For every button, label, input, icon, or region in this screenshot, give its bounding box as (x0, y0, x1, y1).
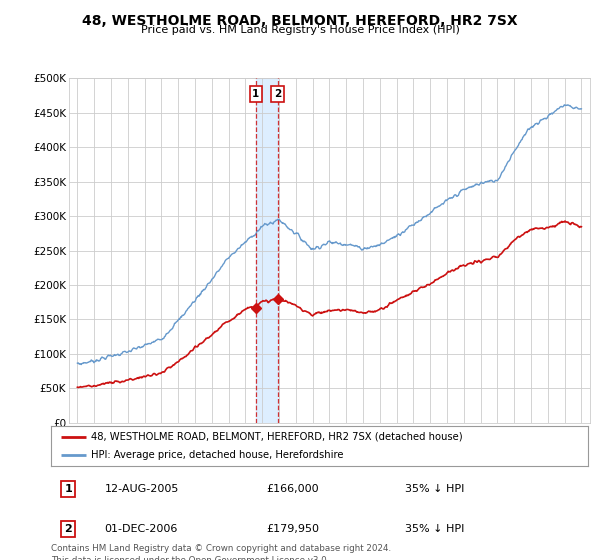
Text: 35% ↓ HPI: 35% ↓ HPI (406, 524, 465, 534)
Text: 1: 1 (252, 89, 259, 99)
Text: 12-AUG-2005: 12-AUG-2005 (105, 484, 179, 494)
Text: 48, WESTHOLME ROAD, BELMONT, HEREFORD, HR2 7SX: 48, WESTHOLME ROAD, BELMONT, HEREFORD, H… (82, 14, 518, 28)
Text: 2: 2 (274, 89, 281, 99)
Bar (256, 78, 278, 423)
Text: 2: 2 (64, 524, 72, 534)
Text: HPI: Average price, detached house, Herefordshire: HPI: Average price, detached house, Here… (91, 450, 344, 460)
Text: Contains HM Land Registry data © Crown copyright and database right 2024.
This d: Contains HM Land Registry data © Crown c… (51, 544, 391, 560)
Text: 35% ↓ HPI: 35% ↓ HPI (406, 484, 465, 494)
Text: £179,950: £179,950 (266, 524, 319, 534)
Text: 1: 1 (64, 484, 72, 494)
Text: Price paid vs. HM Land Registry's House Price Index (HPI): Price paid vs. HM Land Registry's House … (140, 25, 460, 35)
Text: 48, WESTHOLME ROAD, BELMONT, HEREFORD, HR2 7SX (detached house): 48, WESTHOLME ROAD, BELMONT, HEREFORD, H… (91, 432, 463, 442)
Text: £166,000: £166,000 (266, 484, 319, 494)
Text: 01-DEC-2006: 01-DEC-2006 (105, 524, 178, 534)
